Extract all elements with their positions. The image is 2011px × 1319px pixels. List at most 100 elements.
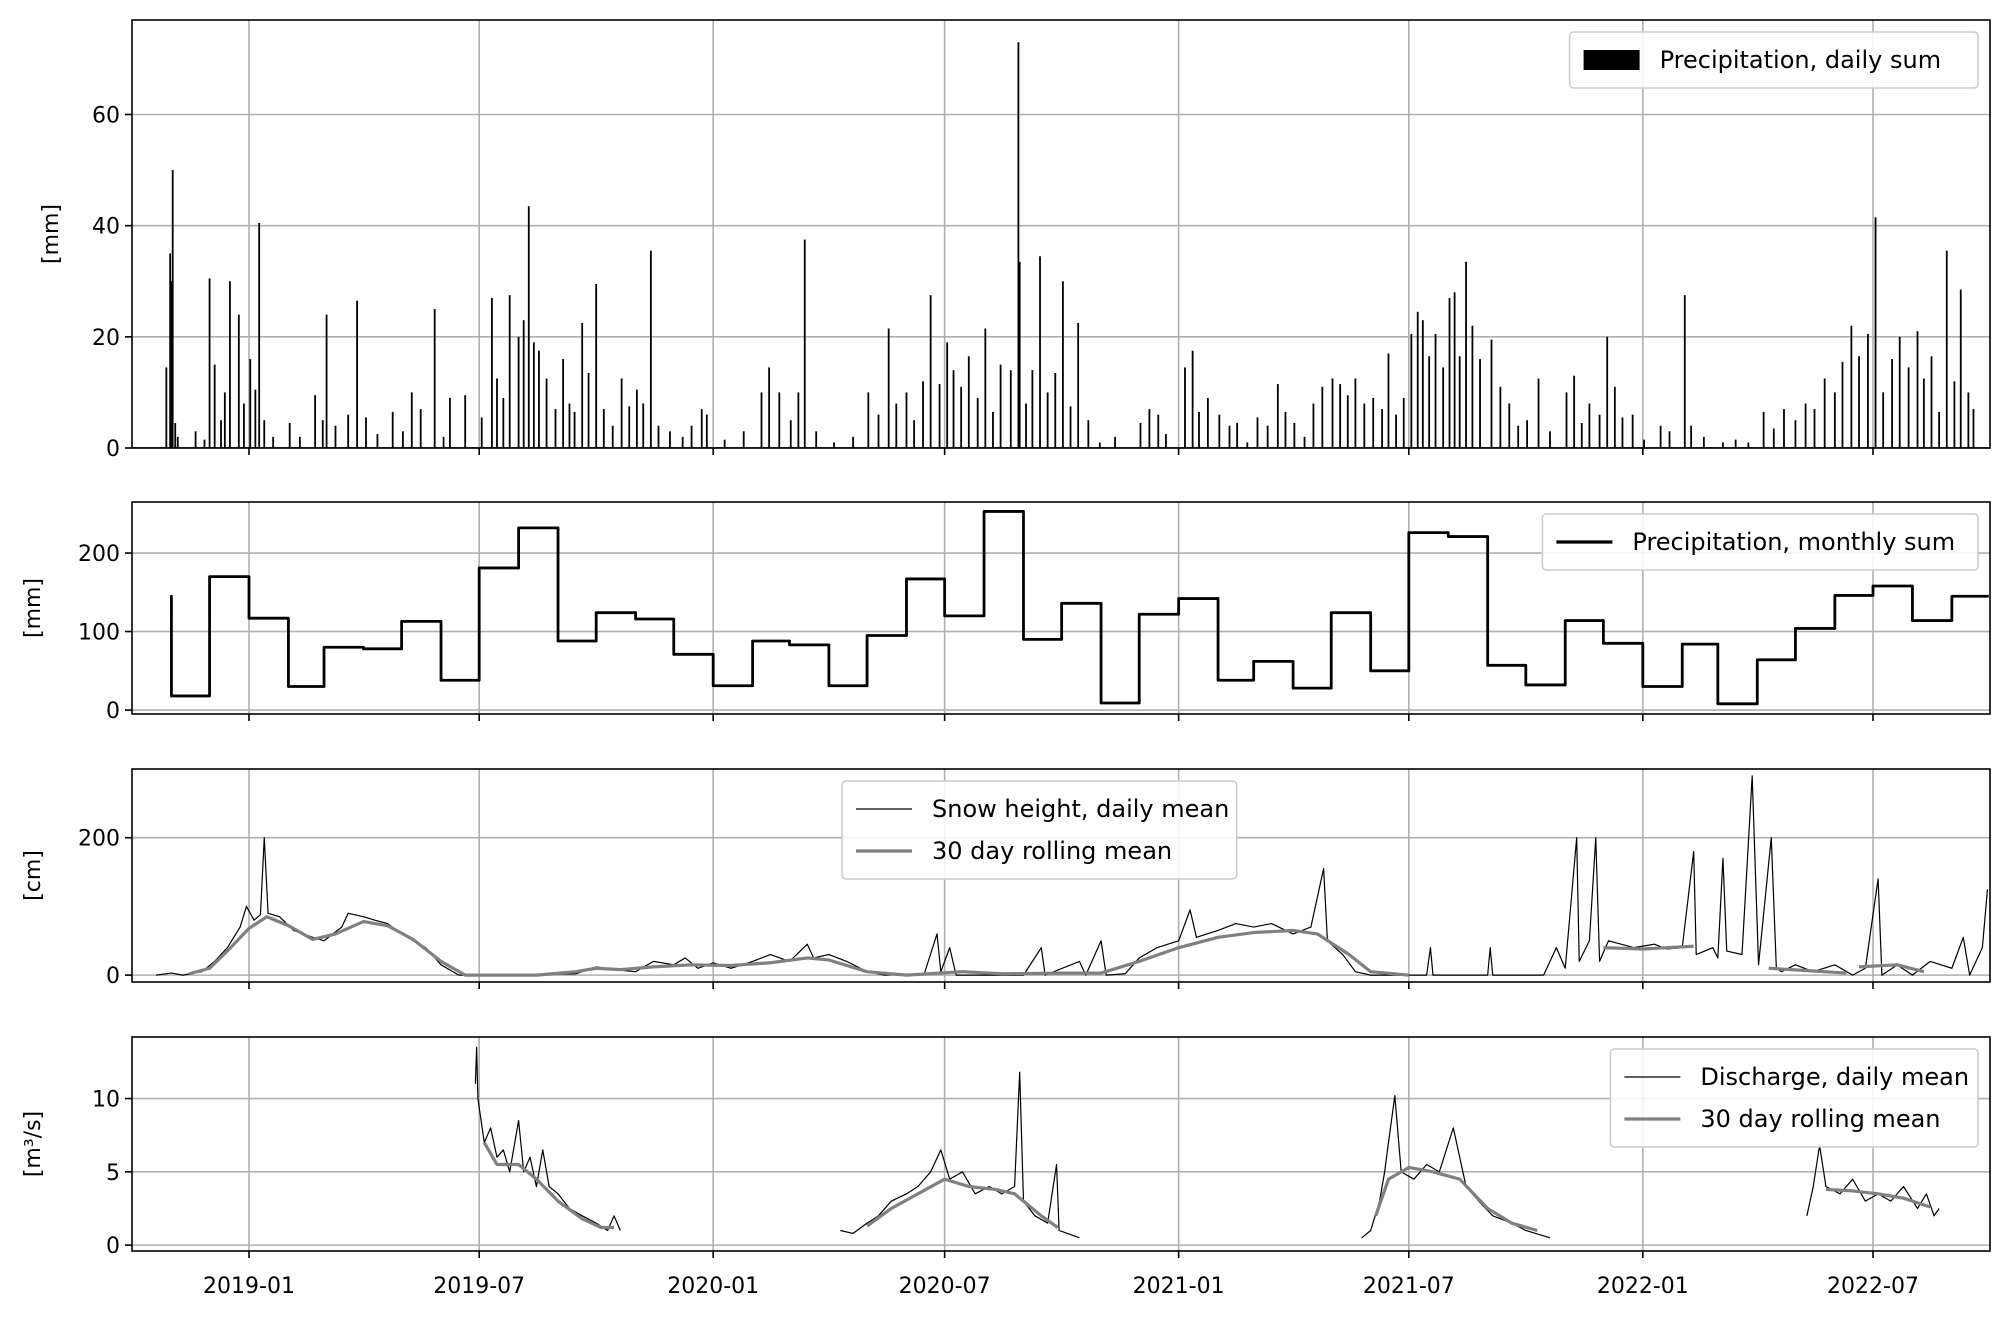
precipitation-bar bbox=[649, 250, 652, 448]
precipitation-bar bbox=[433, 309, 436, 448]
precipitation-bar bbox=[1537, 378, 1540, 448]
precipitation-bar bbox=[1331, 378, 1334, 448]
precipitation-bar bbox=[657, 425, 660, 448]
precipitation-bar bbox=[1372, 397, 1375, 448]
precipitation-bar bbox=[929, 295, 932, 448]
precipitation-bar bbox=[391, 411, 394, 448]
precipitation-bar bbox=[464, 395, 467, 448]
precipitation-bar bbox=[1898, 336, 1901, 448]
y-tick-label: 5 bbox=[106, 1161, 120, 1186]
precipitation-bar bbox=[223, 392, 226, 448]
precipitation-bar bbox=[1823, 378, 1826, 448]
precipitation-bar bbox=[681, 436, 684, 448]
precipitation-bar bbox=[401, 431, 404, 448]
precipitation-bar bbox=[321, 420, 324, 448]
precipitation-bar bbox=[887, 328, 890, 448]
precipitation-bar bbox=[272, 436, 275, 448]
precipitation-bar bbox=[1882, 392, 1885, 448]
precipitation-bar bbox=[1284, 411, 1287, 448]
precipitation-bar bbox=[502, 397, 505, 448]
precipitation-bar bbox=[538, 350, 540, 448]
y-tick-label: 200 bbox=[78, 542, 120, 567]
precipitation-bar bbox=[1256, 417, 1259, 448]
precipitation-bar bbox=[635, 389, 638, 448]
precipitation-bar bbox=[532, 342, 535, 448]
rolling-mean-line bbox=[1825, 1187, 1931, 1209]
precipitation-bar bbox=[573, 411, 576, 448]
precipitation-bar bbox=[545, 378, 548, 448]
y-axis-label: [mm] bbox=[21, 578, 46, 638]
precipitation-bar bbox=[1631, 414, 1634, 448]
precipitation-bar bbox=[938, 384, 941, 448]
y-tick-label: 200 bbox=[78, 827, 120, 852]
precipitation-bar bbox=[669, 431, 671, 448]
precipitation-bar bbox=[1312, 403, 1315, 448]
precipitation-bar bbox=[347, 414, 350, 448]
precipitation-bar bbox=[1668, 431, 1671, 448]
precipitation-bar bbox=[1346, 395, 1349, 448]
precipitation-bar bbox=[1959, 289, 1962, 448]
precipitation-bar bbox=[229, 281, 231, 448]
precipitation-bar bbox=[480, 417, 483, 448]
precipitation-bar bbox=[1228, 425, 1231, 448]
precipitation-bar bbox=[419, 409, 422, 448]
precipitation-bar bbox=[491, 297, 493, 448]
precipitation-bar bbox=[967, 356, 970, 448]
precipitation-bar bbox=[1276, 384, 1279, 448]
precipitation-bar bbox=[249, 359, 252, 448]
precipitation-bar bbox=[1354, 378, 1357, 448]
precipitation-bar bbox=[742, 431, 745, 448]
precipitation-bar bbox=[705, 414, 708, 448]
precipitation-bar bbox=[1499, 386, 1502, 448]
x-tick-label: 2021-07 bbox=[1363, 1274, 1455, 1299]
precipitation-bar bbox=[1526, 420, 1528, 448]
precipitation-bar bbox=[723, 439, 726, 448]
precipitation-bar bbox=[562, 359, 565, 448]
precipitation-bar bbox=[1967, 392, 1970, 448]
precipitation-bar bbox=[1077, 322, 1080, 448]
precipitation-bar bbox=[952, 370, 955, 448]
precipitation-bar bbox=[1613, 386, 1616, 448]
precipitation-bar bbox=[522, 320, 525, 448]
precipitation-bar bbox=[611, 425, 614, 448]
precipitation-bar bbox=[554, 409, 557, 448]
precipitation-bar bbox=[1804, 403, 1807, 448]
precipitation-bar bbox=[595, 284, 598, 448]
x-tick-label: 2020-07 bbox=[899, 1274, 991, 1299]
precipitation-bar bbox=[1448, 297, 1451, 448]
precipitation-bar bbox=[1565, 392, 1568, 448]
precipitation-bar bbox=[768, 367, 771, 448]
precipitation-bar bbox=[1236, 422, 1239, 448]
precipitation-bar bbox=[760, 392, 763, 448]
precipitation-bar bbox=[642, 403, 645, 448]
precipitation-bar bbox=[1009, 370, 1012, 448]
precipitation-bar bbox=[213, 364, 216, 448]
precipitation-bar bbox=[1850, 325, 1853, 448]
precipitation-bar bbox=[1621, 417, 1624, 448]
precipitation-bar bbox=[258, 222, 261, 448]
precipitation-bar bbox=[1114, 436, 1116, 448]
precipitation-bar bbox=[833, 442, 835, 448]
precipitation-bar bbox=[1841, 361, 1844, 448]
precipitation-bar bbox=[1874, 217, 1877, 448]
precipitation-bar bbox=[1722, 442, 1724, 448]
precipitation-bar bbox=[1098, 442, 1101, 448]
precipitation-bar bbox=[171, 170, 174, 448]
precipitation-bar bbox=[922, 381, 924, 448]
precipitation-bar bbox=[1381, 409, 1384, 448]
precipitation-bar bbox=[1087, 420, 1090, 448]
precipitation-bar bbox=[442, 436, 445, 448]
rolling-mean-line bbox=[1858, 963, 1925, 974]
rolling-mean-line bbox=[1374, 1165, 1538, 1233]
precipitation-bar bbox=[1303, 436, 1306, 448]
precipitation-bar bbox=[1218, 414, 1221, 448]
y-tick-label: 40 bbox=[92, 215, 120, 240]
precipitation-bar bbox=[1031, 370, 1034, 448]
precipitation-bar bbox=[1184, 367, 1186, 448]
legend-label: 30 day rolling mean bbox=[1700, 1105, 1940, 1133]
precipitation-bar bbox=[960, 386, 963, 448]
precipitation-bar bbox=[334, 425, 337, 448]
precipitation-bar bbox=[376, 434, 379, 448]
precipitation-bar bbox=[1025, 403, 1027, 448]
